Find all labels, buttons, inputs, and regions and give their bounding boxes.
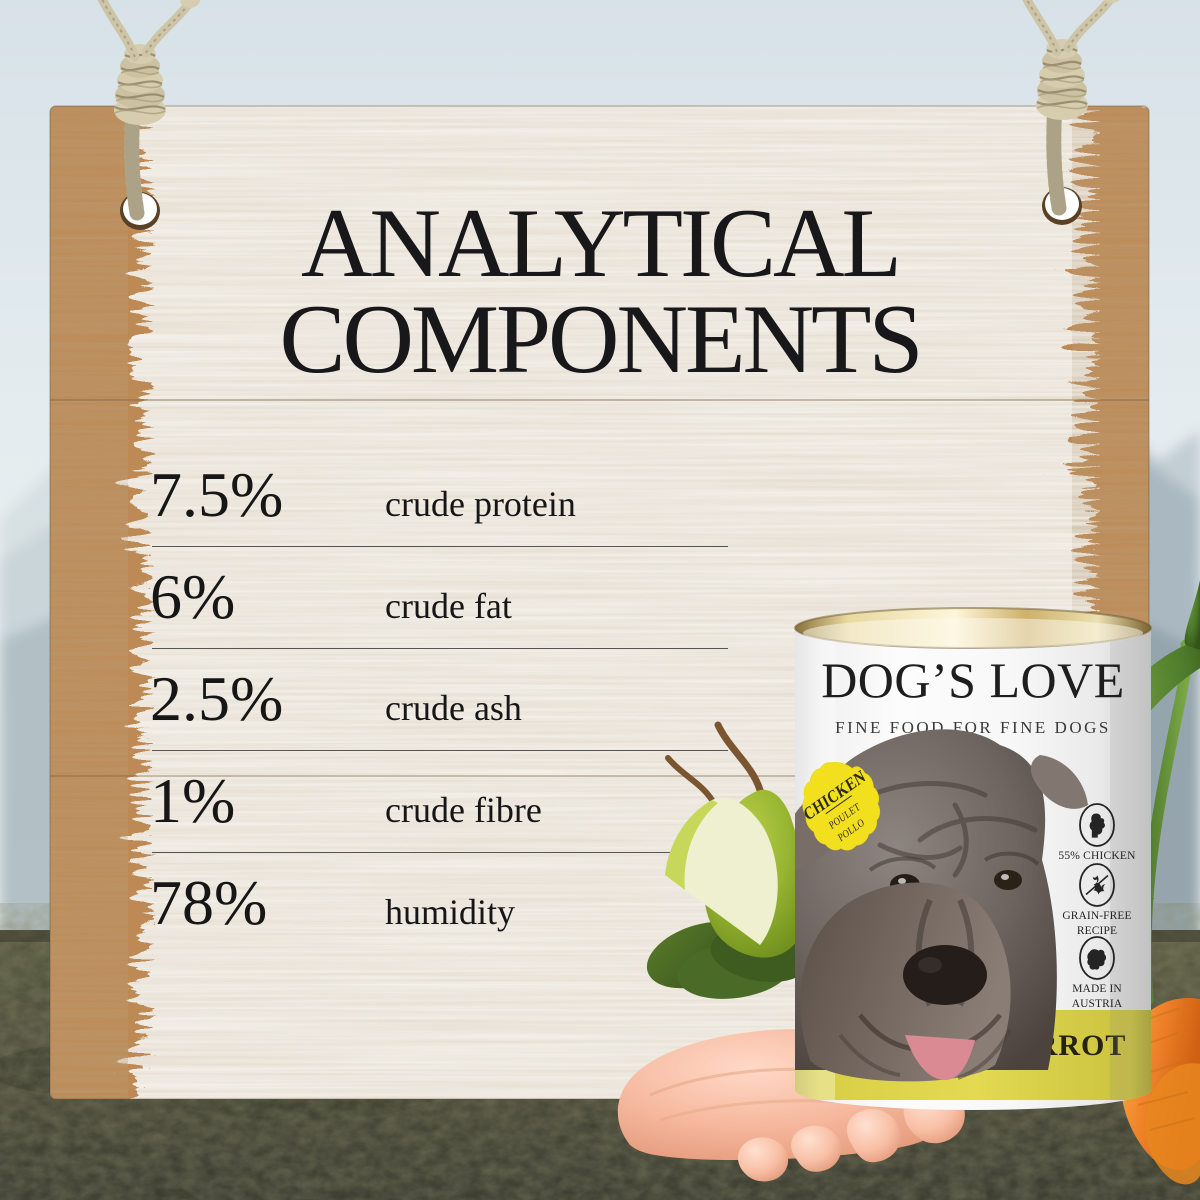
svg-text:55% CHICKEN: 55% CHICKEN bbox=[1058, 850, 1136, 862]
svg-text:DOG’S LOVE: DOG’S LOVE bbox=[821, 652, 1125, 708]
svg-text:MADE IN: MADE IN bbox=[1072, 983, 1122, 995]
svg-text:AUSTRIA: AUSTRIA bbox=[1072, 998, 1123, 1010]
svg-text:RECIPE: RECIPE bbox=[1077, 925, 1117, 937]
svg-text:GRAIN-FREE: GRAIN-FREE bbox=[1062, 910, 1131, 922]
